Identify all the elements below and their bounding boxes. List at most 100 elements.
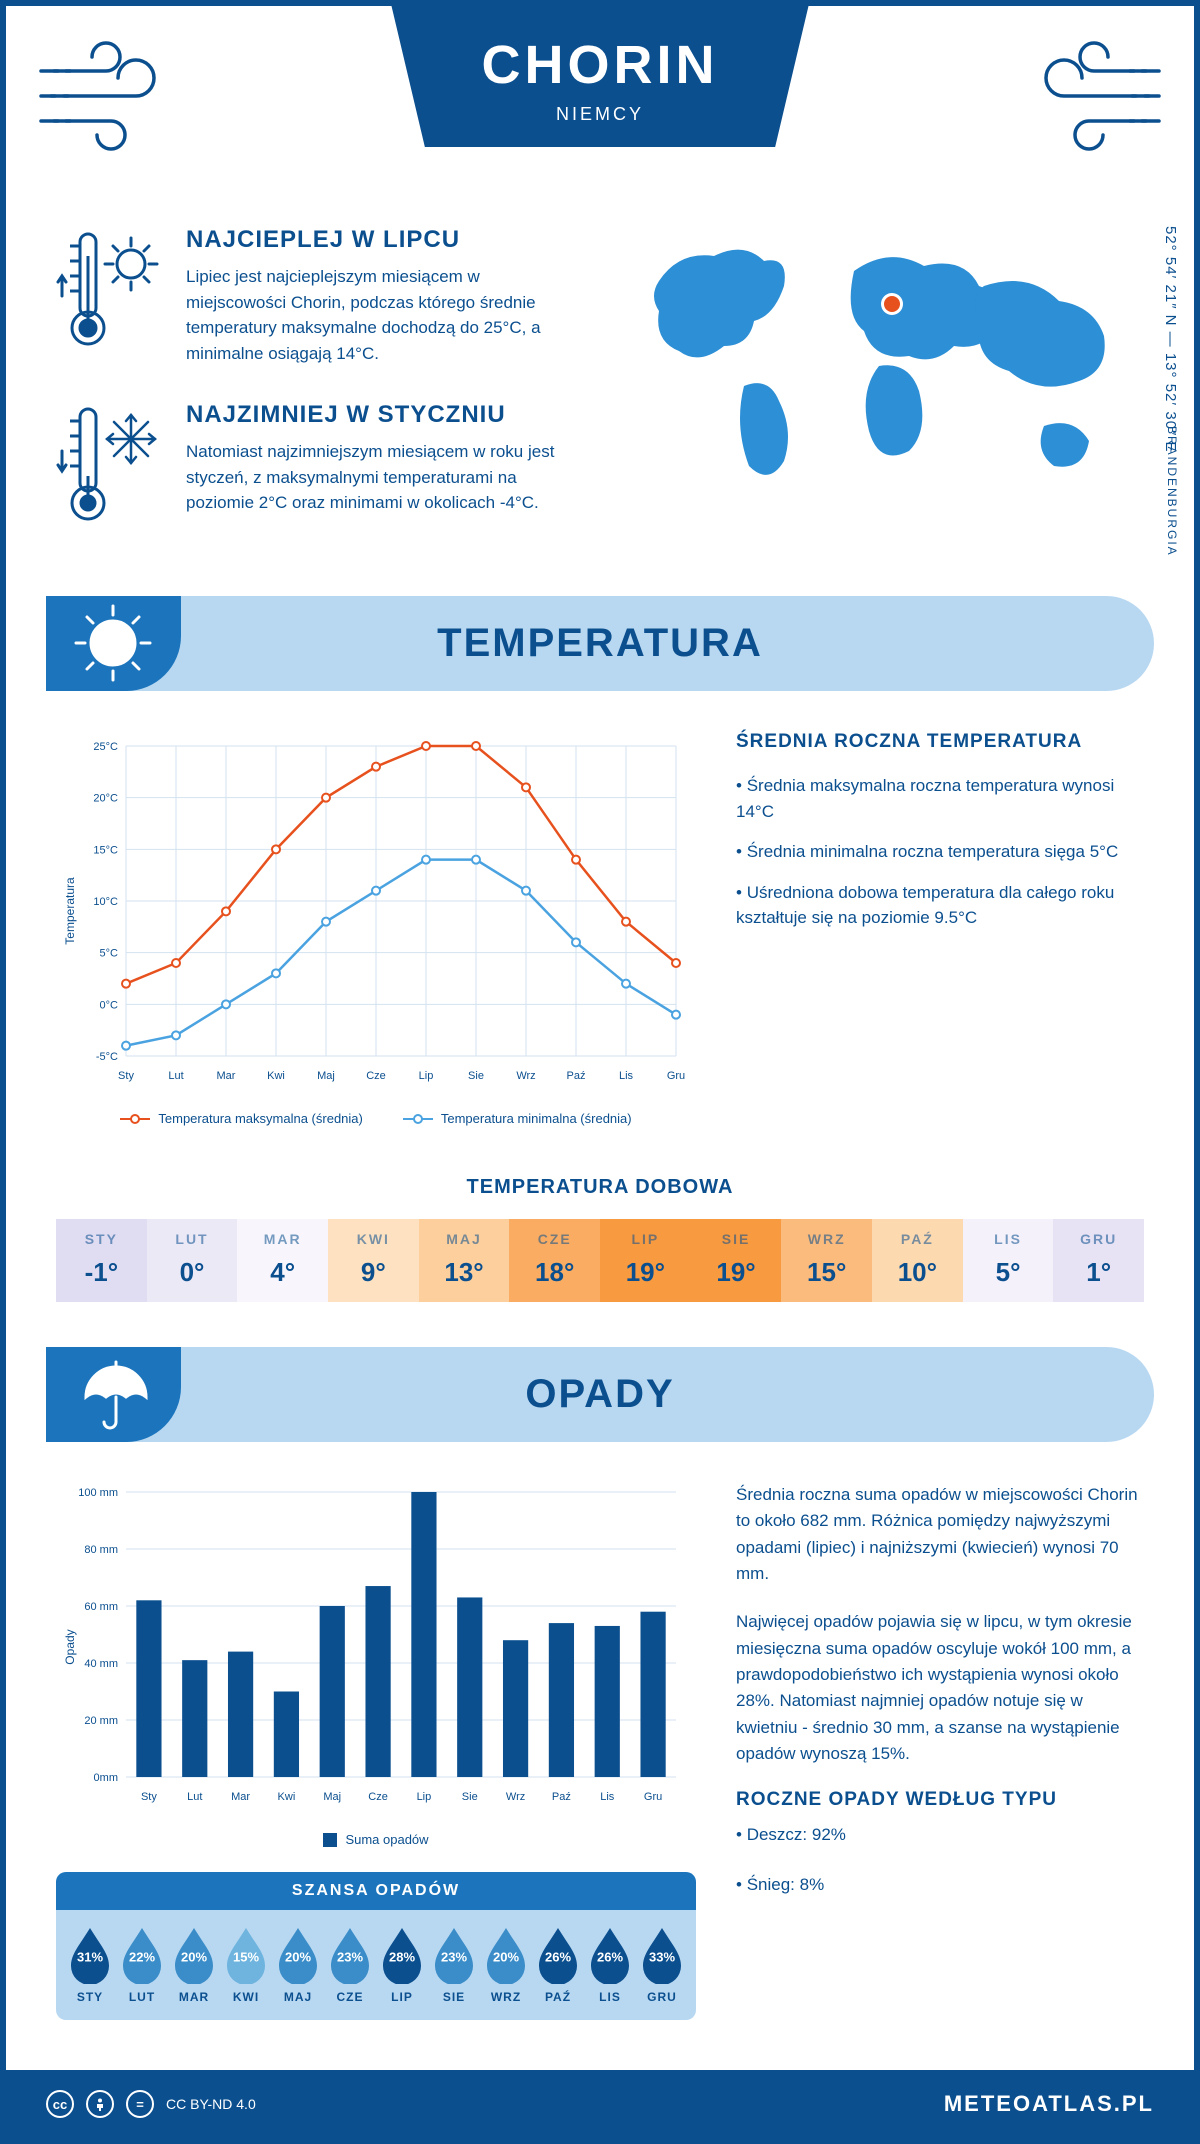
rain-chance-title: SZANSA OPADÓW bbox=[56, 1872, 696, 1910]
rain-by-type-title: ROCZNE OPADY WEDŁUG TYPU bbox=[736, 1789, 1144, 1811]
svg-text:Wrz: Wrz bbox=[506, 1791, 525, 1803]
rain-type-bullet: Śnieg: 8% bbox=[736, 1871, 1144, 1898]
umbrella-icon bbox=[46, 1347, 181, 1442]
svg-text:-5°C: -5°C bbox=[96, 1051, 118, 1063]
rain-text-1: Średnia roczna suma opadów w miejscowośc… bbox=[736, 1482, 1144, 1587]
daily-temp-cell: LIS5° bbox=[963, 1219, 1054, 1302]
chance-item: 20%WRZ bbox=[480, 1924, 532, 2004]
rainfall-bar-chart: 0mm20 mm40 mm60 mm80 mm100 mmStyLutMarKw… bbox=[56, 1482, 696, 1812]
svg-text:Lis: Lis bbox=[619, 1070, 634, 1082]
thermometer-hot-icon bbox=[56, 226, 166, 356]
svg-text:Gru: Gru bbox=[667, 1070, 685, 1082]
svg-text:20 mm: 20 mm bbox=[84, 1715, 118, 1727]
temperature-section-header: TEMPERATURA bbox=[46, 596, 1154, 691]
site-name: METEOATLAS.PL bbox=[944, 2091, 1154, 2117]
rainfall-title: OPADY bbox=[181, 1372, 1154, 1417]
daily-temp-cell: MAJ13° bbox=[419, 1219, 510, 1302]
svg-text:Opady: Opady bbox=[63, 1629, 77, 1664]
svg-text:Sie: Sie bbox=[462, 1791, 478, 1803]
svg-text:Kwi: Kwi bbox=[278, 1791, 296, 1803]
nd-icon: = bbox=[126, 2090, 154, 2118]
svg-text:Paź: Paź bbox=[552, 1791, 571, 1803]
warmest-title: NAJCIEPLEJ W LIPCU bbox=[186, 226, 584, 254]
chance-item: 20%MAJ bbox=[272, 1924, 324, 2004]
svg-text:Sty: Sty bbox=[118, 1070, 134, 1082]
page-footer: cc = CC BY-ND 4.0 METEOATLAS.PL bbox=[6, 2070, 1194, 2138]
chance-item: 23%SIE bbox=[428, 1924, 480, 2004]
temperature-line-chart: -5°C0°C5°C10°C15°C20°C25°CStyLutMarKwiMa… bbox=[56, 731, 696, 1126]
svg-text:Lis: Lis bbox=[600, 1791, 615, 1803]
daily-temp-cell: WRZ15° bbox=[781, 1219, 872, 1302]
svg-text:Paź: Paź bbox=[567, 1070, 586, 1082]
svg-text:Maj: Maj bbox=[317, 1070, 335, 1082]
svg-text:Wrz: Wrz bbox=[516, 1070, 535, 1082]
chance-item: 26%LIS bbox=[584, 1924, 636, 2004]
warmest-text: Lipiec jest najcieplejszym miesiącem w m… bbox=[186, 264, 584, 366]
svg-text:15°C: 15°C bbox=[93, 844, 118, 856]
svg-text:Sie: Sie bbox=[468, 1070, 484, 1082]
daily-temp-title: TEMPERATURA DOBOWA bbox=[6, 1176, 1194, 1199]
wind-decoration-left bbox=[36, 36, 186, 161]
location-marker bbox=[884, 296, 900, 312]
svg-text:25°C: 25°C bbox=[93, 741, 118, 753]
svg-text:40 mm: 40 mm bbox=[84, 1658, 118, 1670]
svg-text:Cze: Cze bbox=[368, 1791, 388, 1803]
rainfall-section-header: OPADY bbox=[46, 1347, 1154, 1442]
location-country: NIEMCY bbox=[482, 104, 719, 125]
svg-text:Maj: Maj bbox=[323, 1791, 341, 1803]
svg-text:100 mm: 100 mm bbox=[78, 1487, 118, 1499]
svg-text:5°C: 5°C bbox=[100, 948, 119, 960]
daily-temp-cell: SIE19° bbox=[691, 1219, 782, 1302]
location-title: CHORIN bbox=[482, 34, 719, 96]
daily-temp-cell: GRU1° bbox=[1053, 1219, 1144, 1302]
page-header: CHORIN NIEMCY bbox=[6, 6, 1194, 206]
license-text: CC BY-ND 4.0 bbox=[166, 2096, 256, 2112]
cc-icon: cc bbox=[46, 2090, 74, 2118]
chance-item: 28%LIP bbox=[376, 1924, 428, 2004]
svg-text:10°C: 10°C bbox=[93, 896, 118, 908]
coordinates-label: 52° 54′ 21″ N — 13° 52′ 30″ E bbox=[1162, 226, 1179, 453]
coldest-text: Natomiast najzimniejszym miesiącem w rok… bbox=[186, 439, 584, 516]
temp-bullet: Średnia maksymalna roczna temperatura wy… bbox=[736, 773, 1144, 824]
daily-temp-cell: STY-1° bbox=[56, 1219, 147, 1302]
svg-text:0mm: 0mm bbox=[94, 1772, 118, 1784]
svg-text:Lip: Lip bbox=[419, 1070, 434, 1082]
coldest-block: NAJZIMNIEJ W STYCZNIU Natomiast najzimni… bbox=[56, 401, 584, 531]
svg-text:Lut: Lut bbox=[168, 1070, 183, 1082]
temp-bullet: Średnia minimalna roczna temperatura się… bbox=[736, 839, 1144, 865]
chance-item: 31%STY bbox=[64, 1924, 116, 2004]
temp-info-title: ŚREDNIA ROCZNA TEMPERATURA bbox=[736, 731, 1144, 753]
daily-temp-cell: LUT0° bbox=[147, 1219, 238, 1302]
chance-item: 20%MAR bbox=[168, 1924, 220, 2004]
by-icon bbox=[86, 2090, 114, 2118]
svg-text:60 mm: 60 mm bbox=[84, 1601, 118, 1613]
legend-rain-sum: Suma opadów bbox=[323, 1832, 428, 1847]
chance-item: 23%CZE bbox=[324, 1924, 376, 2004]
legend-max: .legend-item:nth-child(1) .legend-swatch… bbox=[120, 1111, 362, 1126]
temperature-title: TEMPERATURA bbox=[181, 621, 1154, 666]
svg-text:Sty: Sty bbox=[141, 1791, 157, 1803]
svg-text:0°C: 0°C bbox=[100, 999, 119, 1011]
svg-text:Mar: Mar bbox=[217, 1070, 236, 1082]
rain-type-bullet: Deszcz: 92% bbox=[736, 1821, 1144, 1848]
world-map bbox=[624, 226, 1144, 506]
daily-temp-cell: MAR4° bbox=[237, 1219, 328, 1302]
region-label: BRANDENBURGIA bbox=[1165, 426, 1179, 557]
chance-item: 33%GRU bbox=[636, 1924, 688, 2004]
daily-temp-cell: CZE18° bbox=[509, 1219, 600, 1302]
temp-bullet: Uśredniona dobowa temperatura dla całego… bbox=[736, 880, 1144, 931]
chance-item: 26%PAŹ bbox=[532, 1924, 584, 2004]
rain-chance-card: SZANSA OPADÓW 31%STY22%LUT20%MAR15%KWI20… bbox=[56, 1872, 696, 2020]
chance-item: 15%KWI bbox=[220, 1924, 272, 2004]
svg-text:20°C: 20°C bbox=[93, 793, 118, 805]
wind-decoration-right bbox=[1014, 36, 1164, 161]
legend-min: .legend-item:nth-child(2) .legend-swatch… bbox=[403, 1111, 632, 1126]
daily-temp-cell: LIP19° bbox=[600, 1219, 691, 1302]
daily-temp-cell: PAŹ10° bbox=[872, 1219, 963, 1302]
thermometer-cold-icon bbox=[56, 401, 166, 531]
svg-text:Gru: Gru bbox=[644, 1791, 662, 1803]
daily-temp-cell: KWI9° bbox=[328, 1219, 419, 1302]
svg-text:80 mm: 80 mm bbox=[84, 1544, 118, 1556]
svg-text:Lip: Lip bbox=[417, 1791, 432, 1803]
warmest-block: NAJCIEPLEJ W LIPCU Lipiec jest najcieple… bbox=[56, 226, 584, 366]
